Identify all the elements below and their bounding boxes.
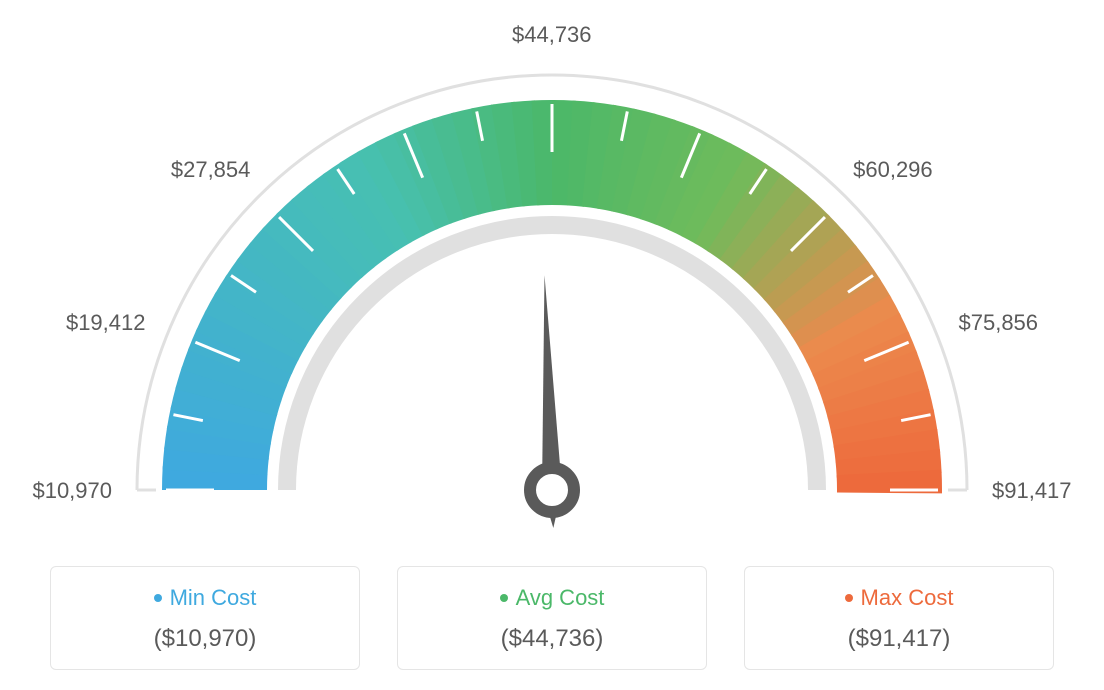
legend-value-avg: ($44,736) xyxy=(408,625,696,653)
legend-title-max: Max Cost xyxy=(861,585,954,611)
legend-card-avg: Avg Cost ($44,736) xyxy=(397,566,707,670)
legend-value-min: ($10,970) xyxy=(61,625,349,653)
legend-dot-min xyxy=(154,594,162,602)
legend-title-avg: Avg Cost xyxy=(516,585,605,611)
legend-row: Min Cost ($10,970) Avg Cost ($44,736) Ma… xyxy=(0,566,1104,670)
legend-dot-max xyxy=(845,594,853,602)
cost-gauge-container: $10,970 $19,412 $27,854 $44,736 $60,296 $75,8… xyxy=(0,0,1104,690)
scale-label: $10,970 xyxy=(22,478,112,504)
legend-dot-avg xyxy=(500,594,508,602)
scale-label: $44,736 xyxy=(512,22,592,48)
gauge-svg xyxy=(0,0,1104,540)
scale-label: $91,417 xyxy=(992,478,1072,504)
legend-title-min: Min Cost xyxy=(170,585,257,611)
legend-card-min: Min Cost ($10,970) xyxy=(50,566,360,670)
scale-label: $19,412 xyxy=(55,310,145,336)
legend-card-max: Max Cost ($91,417) xyxy=(744,566,1054,670)
gauge-chart: $10,970 $19,412 $27,854 $44,736 $60,296 $75,8… xyxy=(0,0,1104,540)
scale-label: $27,854 xyxy=(171,157,251,183)
legend-value-max: ($91,417) xyxy=(755,625,1043,653)
scale-label: $75,856 xyxy=(959,310,1039,336)
scale-label: $60,296 xyxy=(853,157,933,183)
